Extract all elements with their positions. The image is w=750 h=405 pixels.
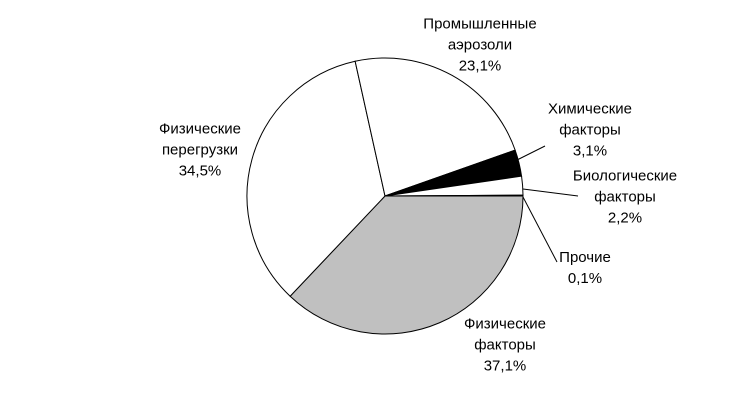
category-label: Промышленные аэрозоли: [423, 15, 537, 54]
slice-label: Химические факторы 3,1%: [525, 99, 655, 162]
slice-label: Промышленные аэрозоли 23,1%: [415, 14, 545, 77]
leader-line: [522, 188, 579, 197]
pie-slice: [354, 57, 516, 197]
category-label: Биологические факторы: [572, 167, 678, 206]
value-label: 2,2%: [607, 209, 643, 227]
leader-line: [522, 196, 558, 263]
value-label: 37,1%: [483, 357, 527, 375]
value-label: 23,1%: [458, 57, 502, 75]
value-label: 34,5%: [178, 162, 222, 180]
pie-slice: [384, 194, 524, 197]
slice-label: Физические факторы 37,1%: [440, 314, 570, 377]
category-label: Прочие: [559, 249, 611, 266]
pie-slice: [246, 60, 386, 297]
value-label: 0,1%: [567, 270, 603, 287]
pie-slice: [289, 195, 524, 335]
slice-label: Биологические факторы 2,2%: [560, 166, 690, 229]
leader-line: [516, 145, 546, 161]
slice-label: Физические перегрузки 34,5%: [135, 119, 265, 182]
value-label: 3,1%: [572, 142, 608, 160]
category-label: Химические факторы: [547, 100, 633, 139]
category-label: Физические факторы: [464, 315, 546, 354]
slice-label: Прочие 0,1%: [520, 247, 650, 289]
category-label: Физические перегрузки: [159, 120, 241, 159]
